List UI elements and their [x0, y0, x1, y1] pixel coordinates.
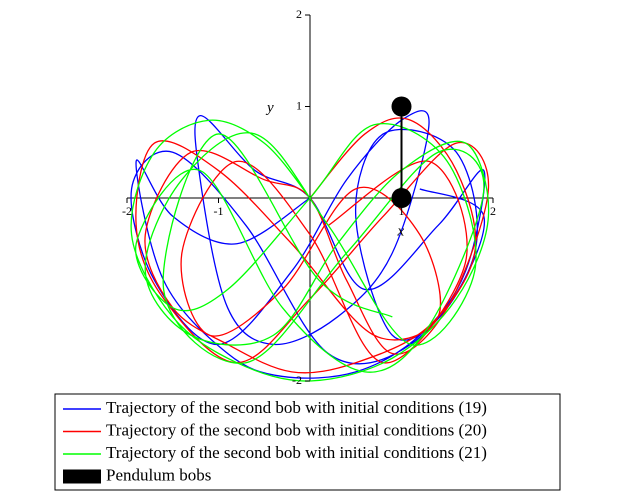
legend-box	[54, 393, 561, 491]
trajectory-line	[130, 110, 486, 379]
plot-area: -2 -1 1 2 -2 1 2 y x	[122, 7, 496, 387]
x-axis-label: x	[397, 223, 405, 239]
legend-label: Trajectory of the second bob with initia…	[106, 398, 487, 417]
legend: Trajectory of the second bob with initia…	[63, 398, 487, 484]
y-tick-label: 1	[296, 98, 302, 112]
legend-label: Trajectory of the second bob with initia…	[106, 420, 487, 439]
legend-swatch	[63, 469, 101, 484]
trajectory-line	[130, 119, 490, 382]
y-tick-label: 2	[296, 7, 302, 21]
x-tick-label: 2	[490, 204, 496, 218]
x-tick-label: -1	[214, 204, 224, 218]
x-tick-label: 1	[399, 204, 405, 218]
x-tick-label: -2	[122, 204, 132, 218]
trajectory-line	[135, 117, 490, 374]
y-tick-label: -2	[292, 373, 302, 387]
pendulum-bob	[391, 96, 412, 117]
legend-label: Pendulum bobs	[106, 465, 211, 484]
y-axis-label: y	[265, 100, 274, 116]
legend-label: Trajectory of the second bob with initia…	[106, 443, 487, 462]
